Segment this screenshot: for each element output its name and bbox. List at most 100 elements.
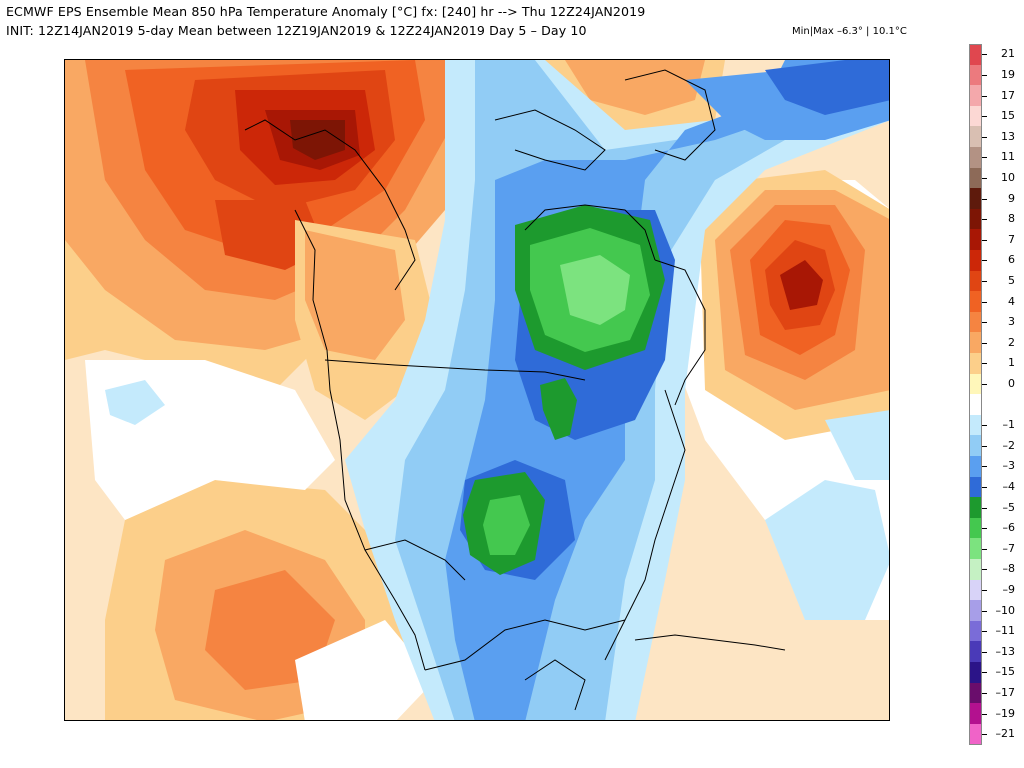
green-hudson-light (560, 255, 630, 325)
legend-label: –2 (1002, 438, 1016, 452)
coast-east (604, 389, 686, 661)
legend-tick (982, 95, 987, 97)
green-greatlakes (540, 378, 577, 440)
legend-tick (982, 74, 987, 76)
alaska-warm-8 (290, 120, 345, 160)
legend-tick (982, 260, 987, 262)
legend-swatch (969, 332, 982, 354)
legend-swatch (969, 641, 982, 663)
border-us-canada (324, 359, 586, 381)
legend-tick (982, 692, 987, 694)
legend-swatch (969, 662, 982, 684)
legend-swatch (969, 497, 982, 519)
legend-tick (982, 54, 987, 56)
legend-swatch (969, 703, 982, 725)
legend-label: 10 (1001, 170, 1015, 184)
min-max-readout: Min|Max –6.3° | 10.1°C (792, 26, 907, 37)
coast-yucatan (524, 659, 586, 711)
coastlines (244, 69, 786, 711)
legend-swatch (969, 229, 982, 251)
legend-tick (982, 651, 987, 653)
legend-swatch (969, 517, 982, 539)
legend-swatch (969, 105, 982, 127)
legend-swatch (969, 270, 982, 292)
legend-tick (982, 445, 987, 447)
legend-label: –10 (995, 603, 1016, 617)
legend-tick (982, 301, 987, 303)
legend-swatch (969, 64, 982, 86)
legend-tick (982, 569, 987, 571)
legend-label: 1 (1008, 356, 1015, 370)
legend-label: 11 (1001, 150, 1015, 164)
legend-swatch (969, 394, 982, 416)
legend-tick (982, 589, 987, 591)
pacific-blue-spot (105, 380, 165, 425)
atlantic-warm-7 (780, 260, 823, 310)
legend-label: 4 (1008, 294, 1015, 308)
legend-tick (982, 713, 987, 715)
legend-tick (982, 177, 987, 179)
coast-cuba (634, 634, 786, 651)
legend-swatch (969, 456, 982, 478)
legend-label: –3 (1002, 459, 1016, 473)
coast-greenland (624, 69, 716, 161)
legend-tick (982, 239, 987, 241)
legend-swatch (969, 188, 982, 210)
legend-swatch (969, 620, 982, 642)
legend-label: 7 (1008, 232, 1015, 246)
legend-tick (982, 219, 987, 221)
legend-swatch (969, 147, 982, 169)
white-band-south (295, 620, 435, 720)
coast-west (294, 209, 426, 671)
legend-label: –6 (1002, 521, 1016, 535)
legend-tick (982, 116, 987, 118)
legend-label: –9 (1002, 582, 1016, 596)
green-plains-mid (483, 495, 530, 555)
legend-label: –17 (995, 685, 1016, 699)
temperature-anomaly-map (64, 59, 890, 721)
legend-swatch (969, 126, 982, 148)
legend-label: 15 (1001, 109, 1015, 123)
western-canada-warm-2 (305, 230, 405, 360)
legend-tick (982, 610, 987, 612)
legend-label: 2 (1008, 335, 1015, 349)
chart-title: ECMWF EPS Ensemble Mean 850 hPa Temperat… (6, 4, 646, 19)
legend-tick (982, 548, 987, 550)
legend-swatch (969, 435, 982, 457)
coast-hudson (524, 204, 656, 261)
legend-swatch (969, 559, 982, 581)
coast-labrador (654, 259, 706, 406)
legend-label: 5 (1008, 273, 1015, 287)
legend-label: –19 (995, 706, 1016, 720)
legend-tick (982, 466, 987, 468)
legend-tick (982, 631, 987, 633)
legend-tick (982, 342, 987, 344)
legend-tick (982, 734, 987, 736)
greenland-warm-2 (565, 60, 705, 115)
legend-label: –21 (995, 727, 1016, 741)
legend-label: 6 (1008, 253, 1015, 267)
legend-swatch (969, 85, 982, 107)
legend-swatch (969, 682, 982, 704)
legend-label: 9 (1008, 191, 1015, 205)
legend-label: 17 (1001, 88, 1015, 102)
legend-label: –7 (1002, 541, 1016, 555)
legend-label: –15 (995, 665, 1016, 679)
cold-strong-arctic (765, 60, 889, 115)
nw-atlantic-blue (765, 480, 889, 620)
legend-tick (982, 528, 987, 530)
legend-tick (982, 672, 987, 674)
coast-arctic-islands (494, 109, 606, 171)
legend-swatch (969, 208, 982, 230)
legend-tick (982, 198, 987, 200)
legend-swatch (969, 373, 982, 395)
legend-tick (982, 486, 987, 488)
legend-swatch (969, 476, 982, 498)
legend-label: 0 (1008, 376, 1015, 390)
legend-label: –5 (1002, 500, 1016, 514)
init-line: INIT: 12Z14JAN2019 5-day Mean between 12… (6, 23, 587, 38)
legend-label: –8 (1002, 562, 1016, 576)
legend-swatch (969, 600, 982, 622)
legend-label: –11 (995, 624, 1016, 638)
legend-swatch (969, 723, 982, 745)
